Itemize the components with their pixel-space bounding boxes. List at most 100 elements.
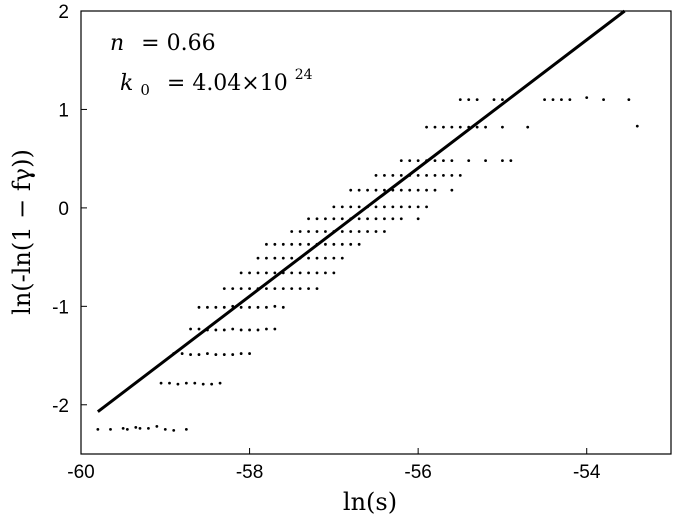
y-tick-label: 0 — [58, 199, 69, 220]
data-point — [366, 217, 369, 221]
data-point — [408, 188, 412, 192]
data-point — [391, 205, 395, 209]
data-point — [281, 242, 285, 246]
data-point — [501, 125, 504, 129]
data-point — [281, 287, 285, 291]
data-point — [265, 287, 268, 291]
data-point — [134, 426, 138, 429]
data-point — [492, 98, 496, 101]
data-point — [399, 205, 403, 209]
data-point — [298, 287, 302, 291]
data-point — [109, 427, 112, 431]
data-point — [222, 353, 226, 356]
x-tick-label: -56 — [404, 462, 431, 483]
data-point — [125, 427, 129, 431]
data-point — [442, 174, 445, 177]
data-point — [357, 242, 361, 246]
data-point — [239, 305, 243, 309]
data-point — [290, 230, 294, 233]
data-point — [324, 217, 327, 221]
data-point — [147, 427, 150, 430]
data-point — [340, 242, 344, 246]
data-point — [391, 217, 395, 221]
data-point — [324, 230, 327, 233]
data-point — [172, 428, 176, 432]
data-point — [501, 98, 504, 101]
data-point — [383, 230, 386, 233]
data-point — [501, 159, 504, 163]
data-point — [265, 305, 268, 309]
data-point — [307, 287, 310, 291]
data-point — [475, 125, 479, 129]
data-point — [349, 230, 353, 233]
y-tick-label: -1 — [52, 297, 69, 318]
data-point — [265, 327, 268, 331]
data-point — [602, 98, 605, 101]
plot-frame — [80, 10, 672, 455]
data-point — [340, 217, 344, 221]
data-point — [425, 188, 428, 192]
data-point — [231, 353, 235, 356]
data-point — [366, 230, 369, 233]
data-point — [248, 305, 251, 309]
data-point — [391, 174, 395, 177]
data-point — [324, 242, 327, 246]
data-point — [324, 256, 327, 260]
x-tick-label: -58 — [236, 462, 263, 483]
y-axis-title: ln(-ln(1 − fγ)) — [8, 149, 36, 315]
data-point — [374, 174, 378, 177]
data-point — [340, 205, 344, 209]
data-point — [560, 98, 563, 101]
data-point — [315, 230, 319, 233]
data-point — [475, 98, 479, 101]
data-point — [383, 174, 386, 177]
data-point — [265, 271, 268, 275]
data-point — [180, 352, 184, 355]
data-point — [176, 382, 180, 386]
data-point — [543, 98, 546, 101]
data-point — [416, 159, 420, 163]
data-point — [551, 98, 555, 101]
data-point — [290, 256, 294, 260]
data-point — [568, 98, 572, 101]
data-point — [349, 205, 353, 209]
data-point — [206, 352, 209, 355]
data-point — [315, 256, 319, 260]
data-point — [408, 159, 412, 163]
data-point — [433, 174, 437, 177]
x-tick-label: -60 — [67, 462, 94, 483]
data-point — [298, 230, 302, 233]
data-point — [281, 256, 285, 260]
data-point — [256, 305, 260, 309]
data-point — [239, 287, 243, 291]
data-point — [273, 256, 277, 260]
data-point — [383, 217, 386, 221]
data-point — [627, 98, 631, 101]
data-point — [374, 230, 378, 233]
data-point — [307, 242, 310, 246]
data-point — [383, 188, 386, 192]
data-point — [239, 352, 243, 355]
data-point — [585, 96, 589, 100]
data-point — [383, 205, 386, 209]
data-point — [307, 271, 310, 275]
data-point — [450, 188, 454, 192]
data-point — [273, 327, 277, 331]
data-point — [357, 188, 361, 192]
data-point — [222, 305, 226, 309]
data-point — [265, 242, 268, 246]
data-point — [218, 381, 222, 385]
data-point — [265, 256, 268, 260]
data-point — [210, 382, 214, 386]
data-point — [206, 305, 209, 309]
data-point — [366, 188, 369, 192]
data-point — [222, 328, 226, 332]
data-point — [307, 230, 310, 233]
data-point — [416, 217, 420, 221]
data-point — [222, 287, 226, 291]
data-point — [121, 427, 125, 430]
data-point — [425, 174, 428, 177]
data-point — [433, 188, 437, 192]
data-point — [315, 271, 319, 275]
